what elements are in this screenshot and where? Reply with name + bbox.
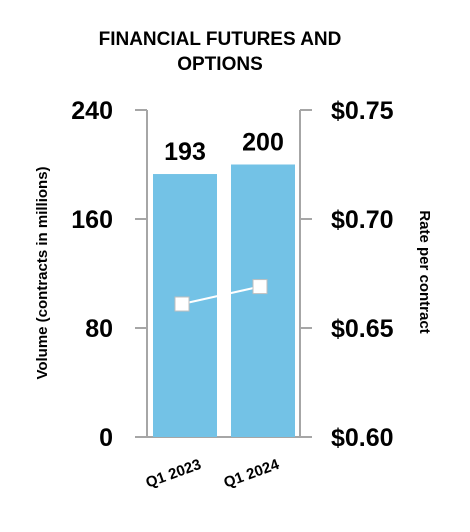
right-axis-tick-label: $0.60 xyxy=(331,424,394,452)
y-axis-title: Volume (contracts in millions) xyxy=(34,166,51,379)
labels-layer: 193 200 0 80 160 240 $0.60 $0.65 $0.70 $0.75 Q1 20… xyxy=(34,97,433,492)
right-axis-tick-label: $0.65 xyxy=(331,315,394,343)
y2-axis-title: Rate per contract xyxy=(416,210,433,333)
chart-title: FINANCIAL FUTURES AND OPTIONS xyxy=(98,29,342,75)
rate-point-marker xyxy=(252,279,268,295)
bars-layer xyxy=(153,164,295,437)
bar-q1-2024 xyxy=(231,164,295,437)
bar-data-label: 200 xyxy=(242,129,284,157)
x-axis-category-label: Q1 2023 xyxy=(144,456,204,492)
left-axis-tick-label: 160 xyxy=(71,206,113,234)
rate-line-layer xyxy=(174,279,268,312)
x-axis-category-label: Q1 2024 xyxy=(222,456,283,492)
rate-point-marker xyxy=(174,296,190,312)
left-axis-tick-label: 240 xyxy=(71,97,113,125)
left-axis-tick-label: 80 xyxy=(85,315,113,343)
right-axis-tick-label: $0.70 xyxy=(331,206,394,234)
left-axis-tick-label: 0 xyxy=(99,424,113,452)
rate-series-line xyxy=(181,285,261,305)
right-axis-tick-label: $0.75 xyxy=(331,97,394,125)
bar-data-label: 193 xyxy=(164,138,206,166)
